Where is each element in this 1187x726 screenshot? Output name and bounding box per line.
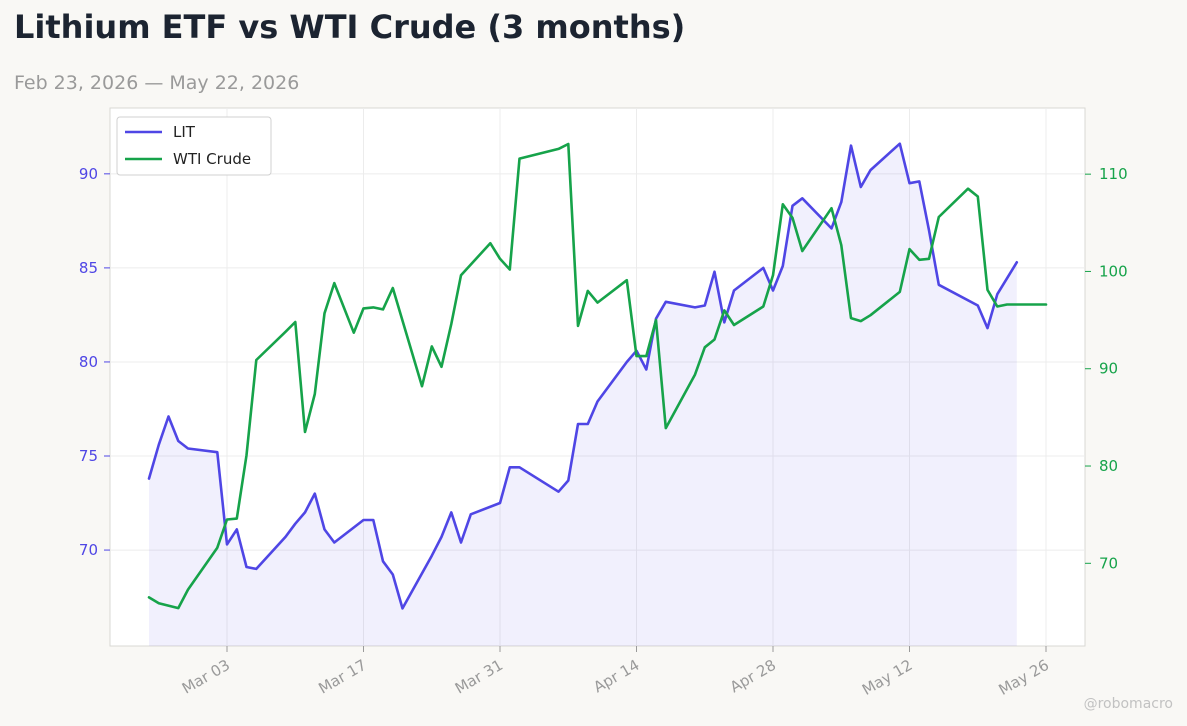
y-right-tick-label: 70 (1099, 554, 1118, 572)
y-left-tick-label: 75 (79, 447, 98, 465)
chart-title: Lithium ETF vs WTI Crude (3 months) (14, 8, 686, 46)
x-tick-label: May 12 (859, 656, 916, 699)
x-tick-label: Mar 03 (179, 656, 233, 698)
watermark: @robomacro (1083, 696, 1173, 712)
x-tick-label: Apr 28 (727, 656, 779, 696)
series-line-1 (147, 142, 1048, 610)
y-axis-left: 70 75 80 85 90 (79, 165, 110, 559)
y-left-tick-label: 85 (79, 259, 98, 277)
x-axis: Mar 03 Mar 17 Mar 31 Apr 14 Apr 28 May 12 May … (179, 646, 1052, 699)
y-left-tick-label: 90 (79, 165, 98, 183)
x-tick-label: Apr 14 (590, 656, 642, 696)
series-line-0 (147, 142, 1019, 610)
x-tick-label: Mar 31 (452, 656, 506, 698)
y-left-tick-label: 80 (79, 353, 98, 371)
y-right-tick-label: 100 (1099, 262, 1128, 280)
grid (110, 108, 1085, 646)
series-lines (147, 142, 1048, 610)
legend-label: LIT (173, 123, 196, 141)
chart-subtitle: Feb 23, 2026 — May 22, 2026 (14, 72, 300, 94)
legend: LIT WTI Crude (116, 116, 272, 176)
y-right-tick-label: 110 (1099, 165, 1128, 183)
y-left-tick-label: 70 (79, 541, 98, 559)
y-right-tick-label: 90 (1099, 360, 1118, 378)
x-tick-label: Mar 17 (315, 656, 369, 698)
y-axis-right: 70 80 90 100 110 (1085, 165, 1128, 572)
legend-label: WTI Crude (173, 150, 251, 168)
y-right-tick-label: 80 (1099, 457, 1118, 475)
x-tick-label: May 26 (995, 656, 1052, 699)
